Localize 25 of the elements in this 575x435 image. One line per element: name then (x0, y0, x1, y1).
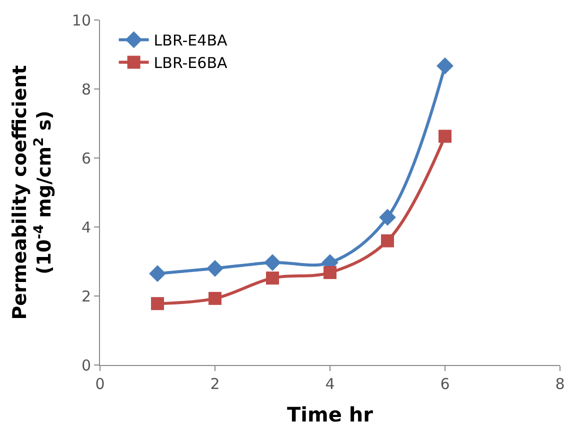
point (264, 254, 281, 271)
legend-label: LBR-E4BA (154, 32, 228, 50)
y-tick-label: 8 (81, 80, 91, 98)
point (379, 208, 396, 226)
x-tick-label: 4 (325, 375, 335, 393)
y-tick-label: 6 (81, 149, 91, 168)
point (149, 265, 166, 282)
y-tick-label: 4 (81, 218, 91, 236)
y-tick-label: 10 (72, 11, 91, 30)
x-tick-label: 6 (440, 375, 450, 393)
x-axis-title: Time hr (287, 402, 374, 426)
point (266, 272, 279, 285)
x-tick-label: 8 (555, 375, 565, 393)
x-tick-label: 2 (210, 375, 220, 393)
point (151, 297, 164, 310)
point (381, 234, 394, 248)
point (436, 57, 454, 74)
legend-label: LBR-E6BA (154, 54, 228, 72)
y-tick-label: 0 (81, 356, 91, 374)
point (206, 260, 224, 277)
point (438, 130, 452, 143)
point (208, 292, 222, 305)
point (324, 266, 336, 280)
x-tick-label: 0 (95, 375, 105, 393)
y-tick-label: 2 (81, 287, 91, 306)
